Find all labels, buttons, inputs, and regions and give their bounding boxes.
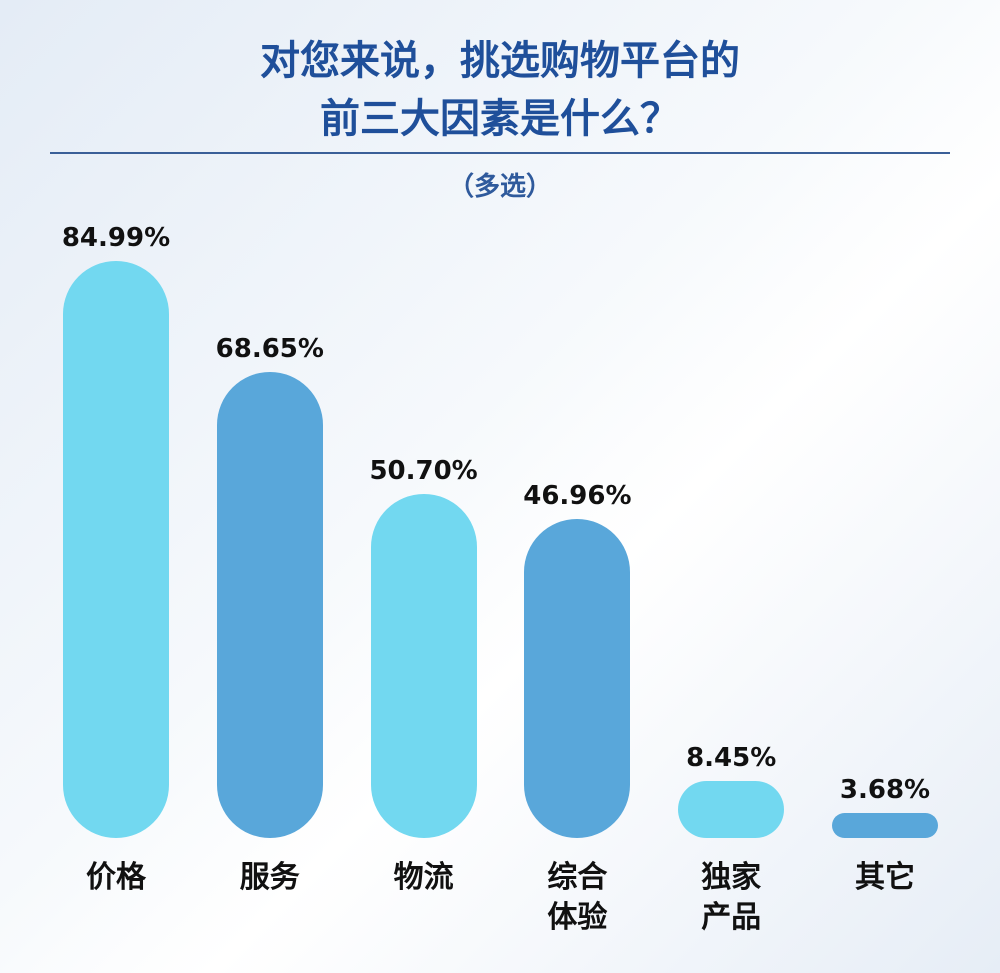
divider xyxy=(50,152,950,154)
x-tick-label: 服务 xyxy=(239,860,300,895)
data-label: 68.65% xyxy=(215,333,324,364)
bar xyxy=(832,813,938,838)
x-tick-label: 价格 xyxy=(86,860,146,895)
data-label: 3.68% xyxy=(839,775,931,805)
data-label: 84.99% xyxy=(61,222,171,253)
x-tick-label: 综合体验 xyxy=(547,860,608,935)
chart-title: 对您来说，挑选购物平台的 xyxy=(260,38,740,84)
bar xyxy=(216,371,323,838)
bar xyxy=(63,260,169,838)
data-label: 46.96% xyxy=(523,481,632,512)
chart-subtitle: （多选） xyxy=(447,172,552,202)
data-label: 50.70% xyxy=(369,455,478,486)
x-tick-label: 独家产品 xyxy=(701,860,762,935)
bar xyxy=(678,780,785,838)
bar xyxy=(370,493,477,838)
x-tick-label: 其它 xyxy=(855,860,915,895)
data-label: 8.45% xyxy=(686,742,777,773)
x-tick-label: 物流 xyxy=(393,860,454,895)
bar xyxy=(524,519,631,838)
chart-title: 前三大因素是什么？ xyxy=(320,96,680,142)
